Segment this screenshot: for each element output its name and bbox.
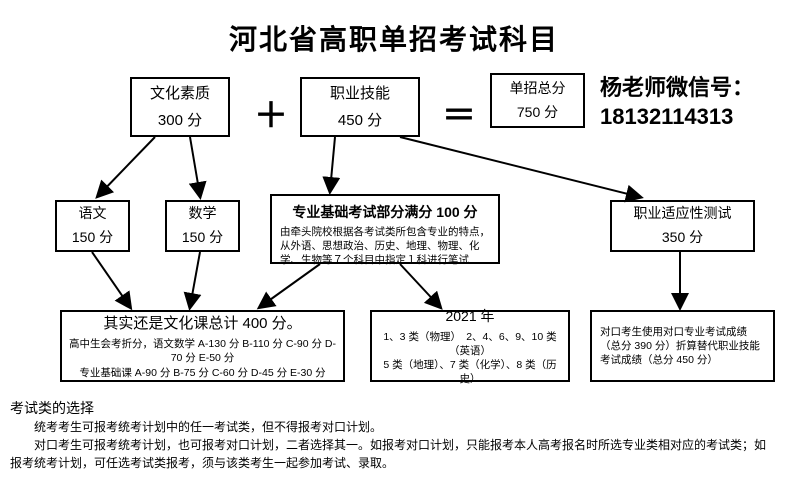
label: 文化素质 [150, 80, 210, 107]
plus-sign: ＋ [254, 88, 288, 137]
page-title: 河北省高职单招考试科目 [0, 18, 788, 58]
label: 数学 [189, 202, 217, 226]
box-aptitude: 职业适应性测试 350 分 [610, 200, 755, 252]
box-skill: 职业技能 450 分 [300, 77, 420, 137]
line2: 专业基础课 A-90 分 B-75 分 C-60 分 D-45 分 E-30 分 [79, 366, 325, 380]
contact-number: 18132114313 [600, 103, 754, 132]
line2: 5 类（地理）、7 类（化学）、8 类（历史） [378, 358, 562, 386]
equals-sign: ＝ [442, 88, 476, 137]
footer-p1: 统考考生可报考统考计划中的任一考试类，但不得报考对口计划。 [10, 418, 770, 436]
desc: 对口考生使用对口专业考试成绩（总分 390 分）折算替代职业技能考试成绩（总分 … [600, 325, 765, 368]
line1: 1、3 类（物理） 2、4、6、9、10 类（英语） [378, 330, 562, 358]
box-year2021: 2021 年 1、3 类（物理） 2、4、6、9、10 类（英语） 5 类（地理… [370, 310, 570, 382]
score: 450 分 [338, 107, 382, 134]
desc: 由牵头院校根据各考试类所包含专业的特点，从外语、思想政治、历史、地理、物理、化学… [280, 225, 490, 268]
box-duikou: 对口考生使用对口专业考试成绩（总分 390 分）折算替代职业技能考试成绩（总分 … [590, 310, 775, 382]
label: 语文 [79, 202, 107, 226]
contact-label: 杨老师微信号： [600, 74, 754, 103]
score: 350 分 [662, 226, 703, 250]
box-subject-basic: 专业基础考试部分满分 100 分 由牵头院校根据各考试类所包含专业的特点，从外语… [270, 194, 500, 264]
label: 单招总分 [510, 77, 566, 101]
contact-block: 杨老师微信号： 18132114313 [600, 74, 754, 131]
label: 职业技能 [330, 80, 390, 107]
score: 750 分 [517, 101, 558, 125]
header: 其实还是文化课总计 400 分。 [103, 312, 301, 333]
header: 专业基础考试部分满分 100 分 [292, 202, 477, 222]
label: 职业适应性测试 [634, 202, 732, 226]
box-culture400: 其实还是文化课总计 400 分。 高中生会考折分，语文数学 A-130 分 B-… [60, 310, 345, 382]
box-chinese: 语文 150 分 [55, 200, 130, 252]
box-total: 单招总分 750 分 [490, 73, 585, 128]
score: 150 分 [182, 226, 223, 250]
footer-heading: 考试类的选择 [10, 398, 94, 419]
header: 2021 年 [445, 306, 494, 326]
footer-p2: 对口考生可报考统考计划，也可报考对口计划，二者选择其一。如报考对口计划，只能报考… [10, 436, 770, 472]
line1: 高中生会考折分，语文数学 A-130 分 B-110 分 C-90 分 D-70… [68, 337, 337, 365]
box-culture: 文化素质 300 分 [130, 77, 230, 137]
box-math: 数学 150 分 [165, 200, 240, 252]
score: 300 分 [158, 107, 202, 134]
score: 150 分 [72, 226, 113, 250]
